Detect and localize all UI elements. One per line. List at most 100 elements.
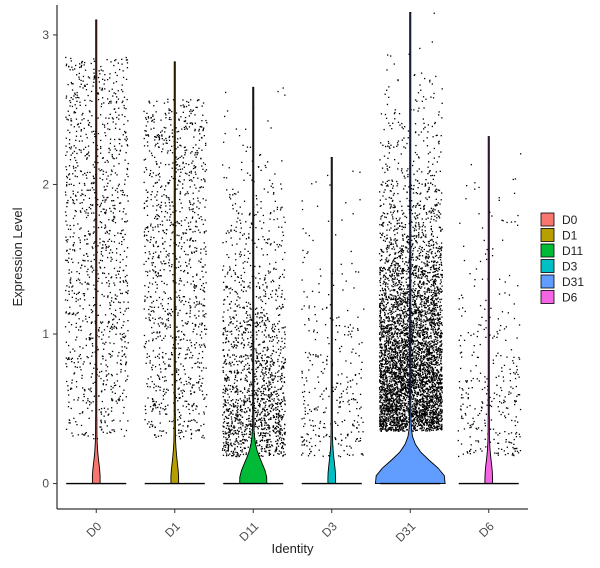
data-point — [349, 324, 351, 326]
data-point — [404, 311, 406, 313]
data-point — [151, 420, 153, 423]
data-point — [201, 165, 203, 167]
data-point — [183, 269, 186, 272]
data-point — [274, 427, 277, 429]
data-point — [125, 396, 127, 398]
data-point — [108, 280, 110, 282]
data-point — [184, 400, 186, 402]
data-point — [73, 292, 75, 294]
data-point — [79, 86, 81, 88]
data-point — [198, 429, 200, 431]
data-point — [113, 385, 116, 387]
data-point — [245, 439, 247, 441]
data-point — [248, 433, 251, 435]
data-point — [227, 447, 229, 449]
data-point — [414, 421, 416, 424]
data-point — [260, 363, 262, 366]
data-point — [415, 259, 417, 261]
data-point — [332, 390, 334, 392]
data-point — [177, 184, 179, 186]
data-point — [236, 373, 238, 375]
data-point — [380, 337, 382, 339]
data-point — [244, 379, 246, 381]
data-point — [302, 396, 305, 398]
data-point — [242, 360, 244, 362]
data-point — [245, 374, 247, 376]
data-point — [179, 175, 181, 177]
data-point — [431, 320, 433, 322]
data-point — [237, 414, 239, 416]
data-point — [112, 118, 114, 120]
data-point — [420, 419, 422, 421]
data-point — [382, 397, 384, 399]
data-point — [92, 297, 95, 299]
data-point — [246, 146, 249, 148]
data-point — [79, 202, 81, 204]
data-point — [194, 230, 196, 233]
data-point — [244, 447, 246, 449]
data-point — [77, 191, 79, 193]
data-point — [222, 242, 224, 244]
data-point — [435, 417, 437, 419]
data-point — [419, 251, 422, 253]
data-point — [282, 416, 284, 418]
data-point — [97, 93, 100, 95]
data-point — [170, 213, 172, 216]
data-point — [394, 299, 397, 302]
data-point — [395, 400, 398, 402]
data-point — [348, 330, 350, 333]
data-point — [230, 318, 232, 320]
data-point — [100, 420, 102, 422]
data-point — [425, 218, 427, 220]
data-point — [273, 361, 275, 364]
data-point — [108, 117, 110, 119]
data-point — [234, 405, 236, 407]
data-point — [154, 366, 157, 368]
data-point — [158, 377, 160, 379]
data-point — [143, 207, 145, 210]
data-point — [230, 322, 232, 324]
data-point — [145, 117, 147, 119]
data-point — [115, 277, 118, 279]
data-point — [246, 380, 248, 383]
data-point — [254, 410, 256, 412]
data-point — [115, 102, 118, 104]
data-point — [175, 210, 177, 212]
data-point — [346, 445, 348, 447]
data-point — [235, 438, 238, 440]
data-point — [189, 383, 191, 385]
data-point — [264, 448, 266, 450]
data-point — [127, 290, 129, 292]
data-point — [66, 366, 68, 368]
data-point — [380, 364, 383, 366]
data-point — [113, 207, 115, 209]
data-point — [190, 341, 192, 344]
data-point — [414, 386, 416, 388]
data-point — [125, 152, 127, 154]
data-point — [278, 416, 280, 418]
data-point — [283, 362, 286, 364]
data-point — [100, 411, 102, 413]
data-point — [200, 385, 202, 387]
data-point — [204, 291, 206, 293]
data-point — [121, 339, 123, 341]
data-point — [267, 319, 269, 321]
data-point — [383, 329, 385, 332]
data-point — [235, 264, 237, 266]
data-point — [110, 256, 112, 259]
data-point — [71, 105, 74, 108]
data-point — [85, 89, 88, 91]
data-point — [385, 397, 387, 399]
data-point — [204, 316, 206, 318]
data-point — [235, 401, 237, 403]
data-point — [115, 157, 118, 159]
data-point — [313, 331, 315, 333]
data-point — [397, 227, 399, 229]
data-point — [318, 427, 320, 430]
data-point — [177, 138, 179, 140]
data-point — [154, 217, 156, 219]
data-point — [71, 296, 73, 298]
data-point — [269, 404, 271, 406]
data-point — [260, 207, 262, 209]
data-point — [437, 328, 439, 331]
